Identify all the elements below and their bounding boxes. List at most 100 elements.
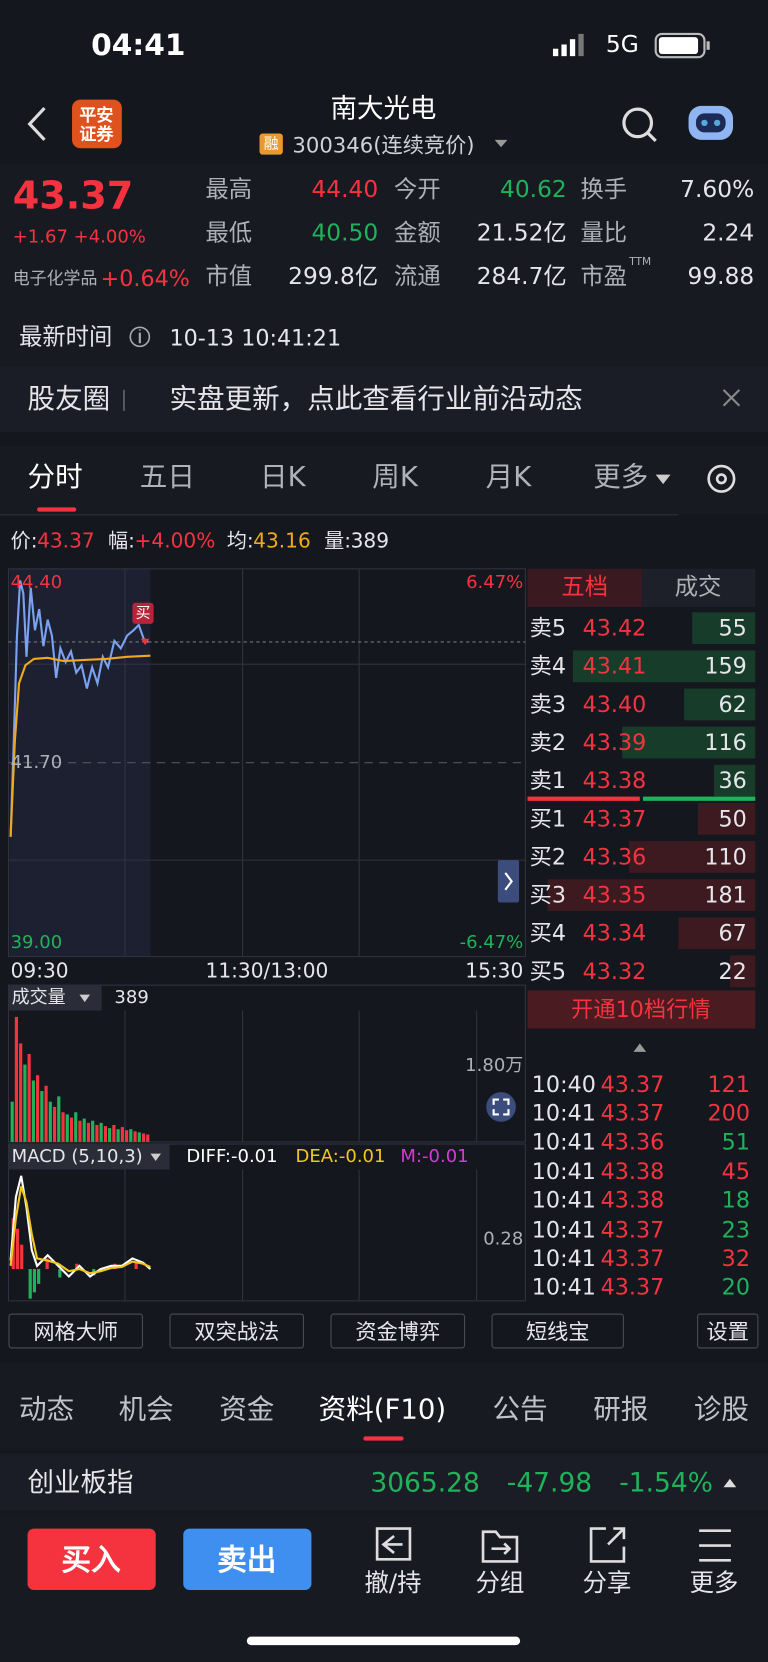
period-tab[interactable]: 月K: [485, 461, 532, 494]
action-icons: [375, 1527, 731, 1563]
stat-value: 21.52亿: [476, 220, 567, 247]
trade-volume: 200: [707, 1100, 750, 1126]
buy-label[interactable]: 买入: [61, 1542, 121, 1578]
buy-divider: [642, 796, 756, 801]
tool-button[interactable]: 双突战法: [194, 1318, 280, 1345]
chart-info-value: +4.00%: [134, 529, 216, 553]
period-tab[interactable]: 分时: [27, 461, 83, 494]
order-price: 43.34: [582, 920, 647, 946]
order-side: 卖1: [529, 767, 567, 793]
period-tab[interactable]: 周K: [372, 461, 418, 494]
banner-text[interactable]: 实盘更新，点此查看行业前沿动态: [169, 383, 583, 416]
action-item[interactable]: 分享: [582, 1569, 632, 1597]
last-price: 43.37: [12, 174, 134, 219]
trade-price: 43.38: [600, 1158, 665, 1184]
tool-button[interactable]: 网格大师: [33, 1318, 119, 1345]
trade-time: 10:40: [531, 1071, 596, 1097]
index-change: -47.98: [506, 1466, 593, 1498]
stat-value: 40.62: [500, 176, 567, 204]
tool-button-frame[interactable]: [491, 1313, 624, 1349]
dropdown-icon[interactable]: [494, 139, 508, 148]
tool-button-frame[interactable]: [697, 1313, 759, 1349]
macd-dea: DEA:-0.01: [295, 1145, 386, 1167]
trade-volume: 45: [721, 1158, 750, 1184]
tool-button[interactable]: 资金博弈: [355, 1318, 441, 1345]
stat-value: 40.50: [311, 220, 379, 247]
banner-bg: [0, 366, 768, 433]
info-tab[interactable]: 诊股: [693, 1394, 749, 1426]
tool-button[interactable]: 短线宝: [525, 1318, 590, 1345]
order-volume: 50: [718, 805, 747, 832]
buy-marker-bg: [132, 602, 154, 624]
action-item[interactable]: 撤/持: [364, 1569, 422, 1597]
trade-volume: 18: [721, 1187, 750, 1213]
index-bar: [0, 1453, 768, 1511]
tool-button-frame[interactable]: [330, 1313, 466, 1349]
sell-label[interactable]: 卖出: [217, 1542, 277, 1578]
macd-label-bg: [8, 1144, 170, 1170]
upgrade-label[interactable]: 开通10档行情: [571, 996, 711, 1022]
stat-label: 金额: [394, 220, 441, 247]
depth-bar: [697, 802, 756, 835]
trade-price: 43.38: [600, 1187, 665, 1213]
search-icon[interactable]: [622, 107, 657, 143]
info-tab[interactable]: 资金: [219, 1394, 275, 1426]
sell-button[interactable]: [183, 1528, 312, 1591]
stat-label: 今开: [394, 176, 441, 204]
tool-button[interactable]: 设置: [706, 1318, 749, 1345]
close-button[interactable]: [722, 389, 741, 407]
period-tab[interactable]: 日K: [260, 461, 306, 494]
chart-info-label: 量:: [324, 529, 352, 553]
info-tab[interactable]: 研报: [593, 1394, 649, 1426]
banner-tag[interactable]: 股友圈: [27, 383, 111, 416]
order-tab-active[interactable]: [527, 568, 642, 607]
expand-button[interactable]: [497, 860, 520, 903]
stat-label: 市值: [205, 263, 253, 291]
order-side: 卖3: [529, 691, 567, 717]
chart-info-value: 43.16: [253, 529, 311, 553]
fullscreen-icon: [492, 1098, 510, 1116]
period-tab[interactable]: 更多: [593, 461, 649, 494]
info-tab[interactable]: 资料(F10): [318, 1394, 447, 1426]
info-tab[interactable]: 动态: [19, 1394, 75, 1426]
back-button[interactable]: [27, 106, 46, 141]
buy-marker: 买: [135, 604, 151, 622]
volume-max: 1.80万: [465, 1054, 524, 1076]
order-tab[interactable]: 五档: [561, 574, 609, 601]
tab-bar: [0, 444, 768, 515]
volume-value: 389: [114, 986, 149, 1008]
order-tab[interactable]: 成交: [674, 574, 722, 601]
period-tab[interactable]: 五日: [139, 461, 195, 494]
trade-volume: 20: [721, 1274, 750, 1301]
time-label: 15:30: [465, 959, 524, 983]
status-network: 5G: [605, 31, 639, 59]
upgrade-button[interactable]: [527, 990, 756, 1029]
order-tab[interactable]: [641, 568, 756, 607]
macd-scale: 0.28: [483, 1228, 524, 1250]
order-price: 43.41: [582, 653, 647, 679]
sector-change: +0.64%: [100, 265, 190, 291]
action-item[interactable]: 分组: [475, 1569, 525, 1597]
info-icon[interactable]: [129, 326, 151, 348]
sell-divider: [527, 796, 640, 801]
macd-dropdown[interactable]: [150, 1153, 162, 1161]
depth-bar: [730, 955, 756, 988]
trade-volume: 23: [721, 1216, 750, 1243]
tool-button-frame[interactable]: [169, 1313, 305, 1349]
settings-icon[interactable]: [707, 464, 736, 493]
trade-price: 43.36: [600, 1129, 665, 1155]
trades-arrow[interactable]: [633, 1043, 647, 1052]
info-tab[interactable]: 公告: [492, 1394, 548, 1426]
index-expand[interactable]: [723, 1478, 737, 1488]
volume-dropdown[interactable]: [79, 994, 91, 1003]
trade-time: 10:41: [531, 1216, 596, 1243]
info-tab[interactable]: 机会: [118, 1394, 174, 1426]
robot-icon[interactable]: [688, 105, 734, 140]
action-item[interactable]: 更多: [689, 1569, 739, 1597]
buy-button[interactable]: [27, 1528, 156, 1591]
stock-code: 300346(连续竞价): [292, 132, 475, 158]
more-dropdown[interactable]: [655, 474, 671, 485]
macd-grid: [124, 1169, 478, 1301]
tool-button-frame[interactable]: [8, 1313, 144, 1349]
dea-line: [9, 1186, 151, 1275]
